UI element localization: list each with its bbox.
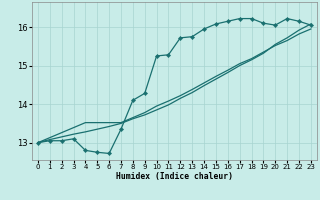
X-axis label: Humidex (Indice chaleur): Humidex (Indice chaleur) [116,172,233,181]
